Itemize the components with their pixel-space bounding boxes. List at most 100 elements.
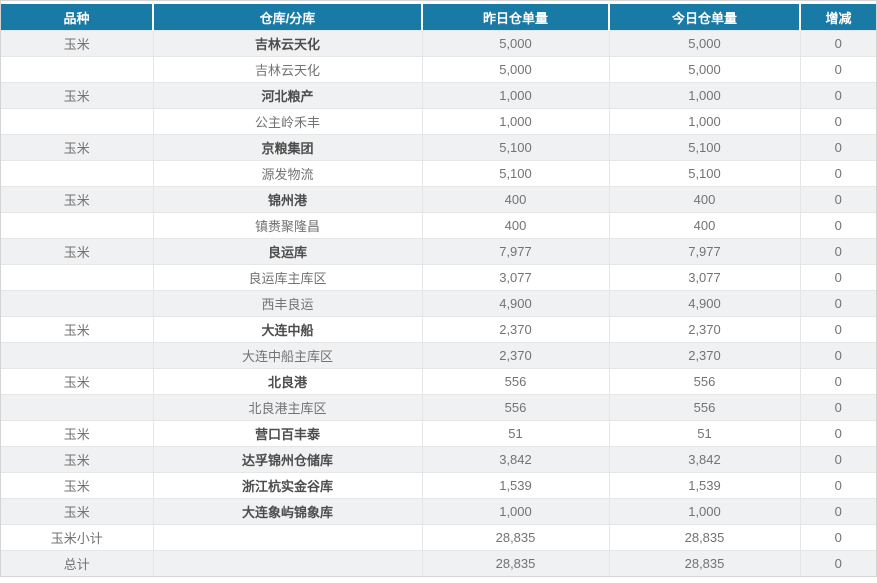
cell-yesterday: 28,835 <box>422 524 610 551</box>
cell-today: 51 <box>609 420 801 447</box>
cell-warehouse: 良运库 <box>153 238 423 265</box>
cell-yesterday: 51 <box>422 420 610 447</box>
cell-change: 0 <box>800 108 876 135</box>
cell-today: 2,370 <box>609 316 801 343</box>
cell-warehouse: 西丰良运 <box>153 290 423 317</box>
column-header-change: 增减 <box>800 4 876 31</box>
cell-change: 0 <box>800 160 876 187</box>
cell-variety: 玉米 <box>1 82 154 109</box>
table-row: 北良港主库区 556 556 0 <box>1 394 876 421</box>
warehouse-receipts-table: 品种 仓库/分库 昨日仓单量 今日仓单量 增减 玉米 吉林云天化 5,000 5,000 0 吉林… <box>1 4 876 576</box>
cell-today: 1,539 <box>609 472 801 499</box>
cell-variety: 玉米小计 <box>1 524 154 551</box>
cell-today: 3,842 <box>609 446 801 473</box>
cell-today: 2,370 <box>609 342 801 369</box>
cell-change: 0 <box>800 264 876 291</box>
table-row: 玉米 河北粮产 1,000 1,000 0 <box>1 82 876 109</box>
cell-today: 556 <box>609 394 801 421</box>
table-row: 西丰良运 4,900 4,900 0 <box>1 290 876 317</box>
column-header-variety: 品种 <box>1 4 154 31</box>
cell-yesterday: 2,370 <box>422 342 610 369</box>
cell-variety <box>1 264 154 291</box>
table-row: 玉米 北良港 556 556 0 <box>1 368 876 395</box>
cell-today: 556 <box>609 368 801 395</box>
cell-yesterday: 1,539 <box>422 472 610 499</box>
cell-warehouse: 大连中船主库区 <box>153 342 423 369</box>
cell-change: 0 <box>800 30 876 57</box>
cell-change: 0 <box>800 472 876 499</box>
cell-variety: 玉米 <box>1 186 154 213</box>
cell-yesterday: 3,077 <box>422 264 610 291</box>
table-row: 玉米 浙江杭实金谷库 1,539 1,539 0 <box>1 472 876 499</box>
cell-change: 0 <box>800 446 876 473</box>
cell-warehouse: 吉林云天化 <box>153 30 423 57</box>
table-row: 玉米 锦州港 400 400 0 <box>1 186 876 213</box>
cell-warehouse: 营口百丰泰 <box>153 420 423 447</box>
table-row: 良运库主库区 3,077 3,077 0 <box>1 264 876 291</box>
cell-change: 0 <box>800 290 876 317</box>
cell-yesterday: 1,000 <box>422 108 610 135</box>
cell-warehouse: 镇赉聚隆昌 <box>153 212 423 239</box>
cell-yesterday: 1,000 <box>422 82 610 109</box>
cell-change: 0 <box>800 56 876 83</box>
cell-change: 0 <box>800 186 876 213</box>
cell-change: 0 <box>800 342 876 369</box>
cell-warehouse: 京粮集团 <box>153 134 423 161</box>
table-row: 玉米 良运库 7,977 7,977 0 <box>1 238 876 265</box>
table-row: 公主岭禾丰 1,000 1,000 0 <box>1 108 876 135</box>
cell-variety: 玉米 <box>1 368 154 395</box>
cell-today: 28,835 <box>609 550 801 576</box>
cell-today: 1,000 <box>609 82 801 109</box>
cell-change: 0 <box>800 212 876 239</box>
cell-today: 5,000 <box>609 30 801 57</box>
table-row: 玉米 营口百丰泰 51 51 0 <box>1 420 876 447</box>
cell-warehouse <box>153 524 423 551</box>
cell-change: 0 <box>800 316 876 343</box>
header-row: 品种 仓库/分库 昨日仓单量 今日仓单量 增减 <box>1 4 876 31</box>
cell-yesterday: 556 <box>422 394 610 421</box>
cell-variety: 玉米 <box>1 420 154 447</box>
cell-change: 0 <box>800 550 876 576</box>
cell-change: 0 <box>800 498 876 525</box>
cell-today: 3,077 <box>609 264 801 291</box>
cell-today: 400 <box>609 212 801 239</box>
cell-variety <box>1 108 154 135</box>
table-row: 总计 28,835 28,835 0 <box>1 550 876 576</box>
cell-warehouse: 北良港主库区 <box>153 394 423 421</box>
cell-variety <box>1 160 154 187</box>
cell-warehouse: 吉林云天化 <box>153 56 423 83</box>
cell-yesterday: 5,100 <box>422 160 610 187</box>
column-header-warehouse: 仓库/分库 <box>153 4 423 31</box>
cell-warehouse: 浙江杭实金谷库 <box>153 472 423 499</box>
cell-change: 0 <box>800 134 876 161</box>
cell-variety: 玉米 <box>1 134 154 161</box>
table-row: 玉米 达孚锦州仓储库 3,842 3,842 0 <box>1 446 876 473</box>
table-row: 玉米 大连中船 2,370 2,370 0 <box>1 316 876 343</box>
cell-today: 400 <box>609 186 801 213</box>
cell-variety <box>1 342 154 369</box>
cell-today: 7,977 <box>609 238 801 265</box>
cell-yesterday: 7,977 <box>422 238 610 265</box>
cell-change: 0 <box>800 82 876 109</box>
cell-today: 1,000 <box>609 498 801 525</box>
column-header-yesterday: 昨日仓单量 <box>422 4 610 31</box>
cell-today: 1,000 <box>609 108 801 135</box>
cell-variety: 玉米 <box>1 472 154 499</box>
cell-variety: 玉米 <box>1 30 154 57</box>
cell-today: 5,100 <box>609 160 801 187</box>
cell-today: 4,900 <box>609 290 801 317</box>
cell-today: 28,835 <box>609 524 801 551</box>
cell-warehouse: 源发物流 <box>153 160 423 187</box>
table-row: 玉米 京粮集团 5,100 5,100 0 <box>1 134 876 161</box>
cell-warehouse: 公主岭禾丰 <box>153 108 423 135</box>
cell-yesterday: 1,000 <box>422 498 610 525</box>
cell-variety: 总计 <box>1 550 154 576</box>
cell-yesterday: 2,370 <box>422 316 610 343</box>
cell-warehouse <box>153 550 423 576</box>
cell-variety: 玉米 <box>1 238 154 265</box>
cell-warehouse: 河北粮产 <box>153 82 423 109</box>
table-row: 玉米 大连象屿锦象库 1,000 1,000 0 <box>1 498 876 525</box>
cell-warehouse: 锦州港 <box>153 186 423 213</box>
cell-change: 0 <box>800 420 876 447</box>
